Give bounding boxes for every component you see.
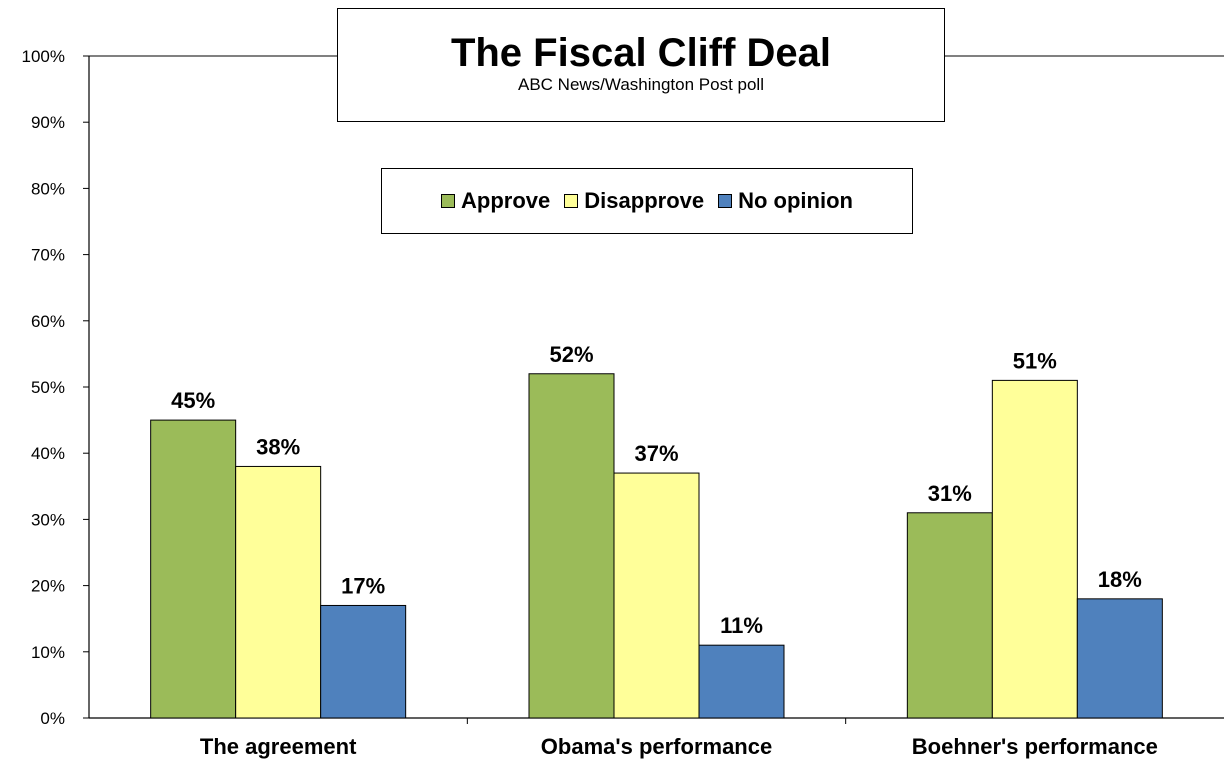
y-tick-label: 80%	[31, 179, 65, 198]
chart-title: The Fiscal Cliff Deal	[450, 31, 832, 75]
data-label: 52%	[549, 342, 593, 367]
legend-label-no-opinion: No opinion	[738, 188, 853, 213]
data-label: 38%	[256, 434, 300, 459]
data-label: 31%	[928, 481, 972, 506]
legend-swatch-no-opinion	[718, 194, 733, 208]
data-label: 51%	[1013, 348, 1057, 373]
data-label: 37%	[634, 441, 678, 466]
x-category-label: Boehner's performance	[912, 734, 1158, 759]
bar-approve	[906, 512, 993, 719]
data-label: 17%	[341, 573, 385, 598]
chart-ticks: 0% 10% 20% 30% 40% 50% 60% 70% 80% 90% 100% The agr…	[22, 47, 1158, 759]
bar-disapprove	[235, 465, 322, 719]
chart-bars	[150, 373, 1163, 719]
y-tick-label: 60%	[31, 312, 65, 331]
bar-no-opinion	[1076, 598, 1163, 719]
bar-disapprove	[991, 379, 1078, 719]
y-tick-label: 50%	[31, 378, 65, 397]
bar-no-opinion	[320, 604, 407, 719]
legend-item-approve: Approve	[441, 188, 550, 214]
y-tick-label: 30%	[31, 510, 65, 529]
chart-data-labels: 45% 38% 17% 52% 37% 11% 31% 51% 18%	[171, 342, 1142, 638]
data-label: 45%	[171, 388, 215, 413]
y-tick-label: 20%	[31, 577, 65, 596]
legend-label-disapprove: Disapprove	[584, 188, 705, 213]
legend-item-disapprove: Disapprove	[564, 188, 704, 214]
y-tick-label: 90%	[31, 113, 65, 132]
chart-subtitle: ABC News/Washington Post poll	[518, 75, 764, 94]
x-category-label: Obama's performance	[541, 734, 772, 759]
bar-approve	[528, 373, 615, 719]
y-tick-label: 10%	[31, 643, 65, 662]
data-label: 11%	[720, 613, 763, 638]
legend-item-no-opinion: No opinion	[718, 188, 853, 214]
x-category-label: The agreement	[200, 734, 357, 759]
chart-legend: Approve Disapprove No opinion	[381, 168, 913, 234]
y-tick-label: 40%	[31, 444, 65, 463]
y-tick-label: 0%	[40, 709, 65, 728]
legend-swatch-approve	[441, 194, 456, 208]
y-tick-label: 70%	[31, 246, 65, 265]
legend-label-approve: Approve	[461, 188, 551, 213]
legend-swatch-disapprove	[564, 194, 579, 208]
bar-disapprove	[613, 472, 700, 719]
bar-no-opinion	[698, 644, 785, 719]
chart-title-box: The Fiscal Cliff Deal ABC News/Washingto…	[337, 8, 945, 122]
bar-approve	[150, 419, 237, 719]
data-label: 18%	[1098, 567, 1142, 592]
y-tick-label: 100%	[22, 47, 65, 66]
